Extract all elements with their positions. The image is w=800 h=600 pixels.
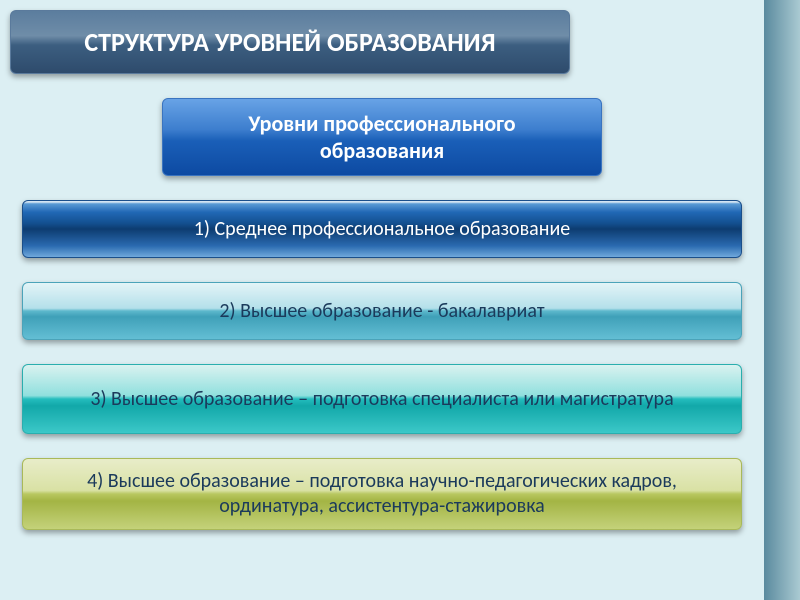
- level-row-text: 2) Высшее образование - бакалавриат: [219, 299, 544, 324]
- slide-content: СТРУКТУРА УРОВНЕЙ ОБРАЗОВАНИЯ Уровни про…: [10, 10, 754, 590]
- subtitle-box: Уровни профессионального образования: [162, 98, 602, 176]
- title-box: СТРУКТУРА УРОВНЕЙ ОБРАЗОВАНИЯ: [10, 10, 570, 74]
- level-row-3: 3) Высшее образование – подготовка специ…: [22, 364, 742, 434]
- level-row-2: 2) Высшее образование - бакалавриат: [22, 282, 742, 340]
- level-row-1: 1) Среднее профессиональное образование: [22, 200, 742, 258]
- level-row-text: 3) Высшее образование – подготовка специ…: [90, 387, 673, 412]
- title-text: СТРУКТУРА УРОВНЕЙ ОБРАЗОВАНИЯ: [84, 26, 495, 59]
- level-row-text: 1) Среднее профессиональное образование: [194, 217, 570, 242]
- subtitle-text: Уровни профессионального образования: [189, 110, 575, 165]
- level-row-4: 4) Высшее образование – подготовка научн…: [22, 458, 742, 530]
- bg-sidebar-stripe: [764, 0, 800, 600]
- level-row-text: 4) Высшее образование – подготовка научн…: [49, 469, 715, 519]
